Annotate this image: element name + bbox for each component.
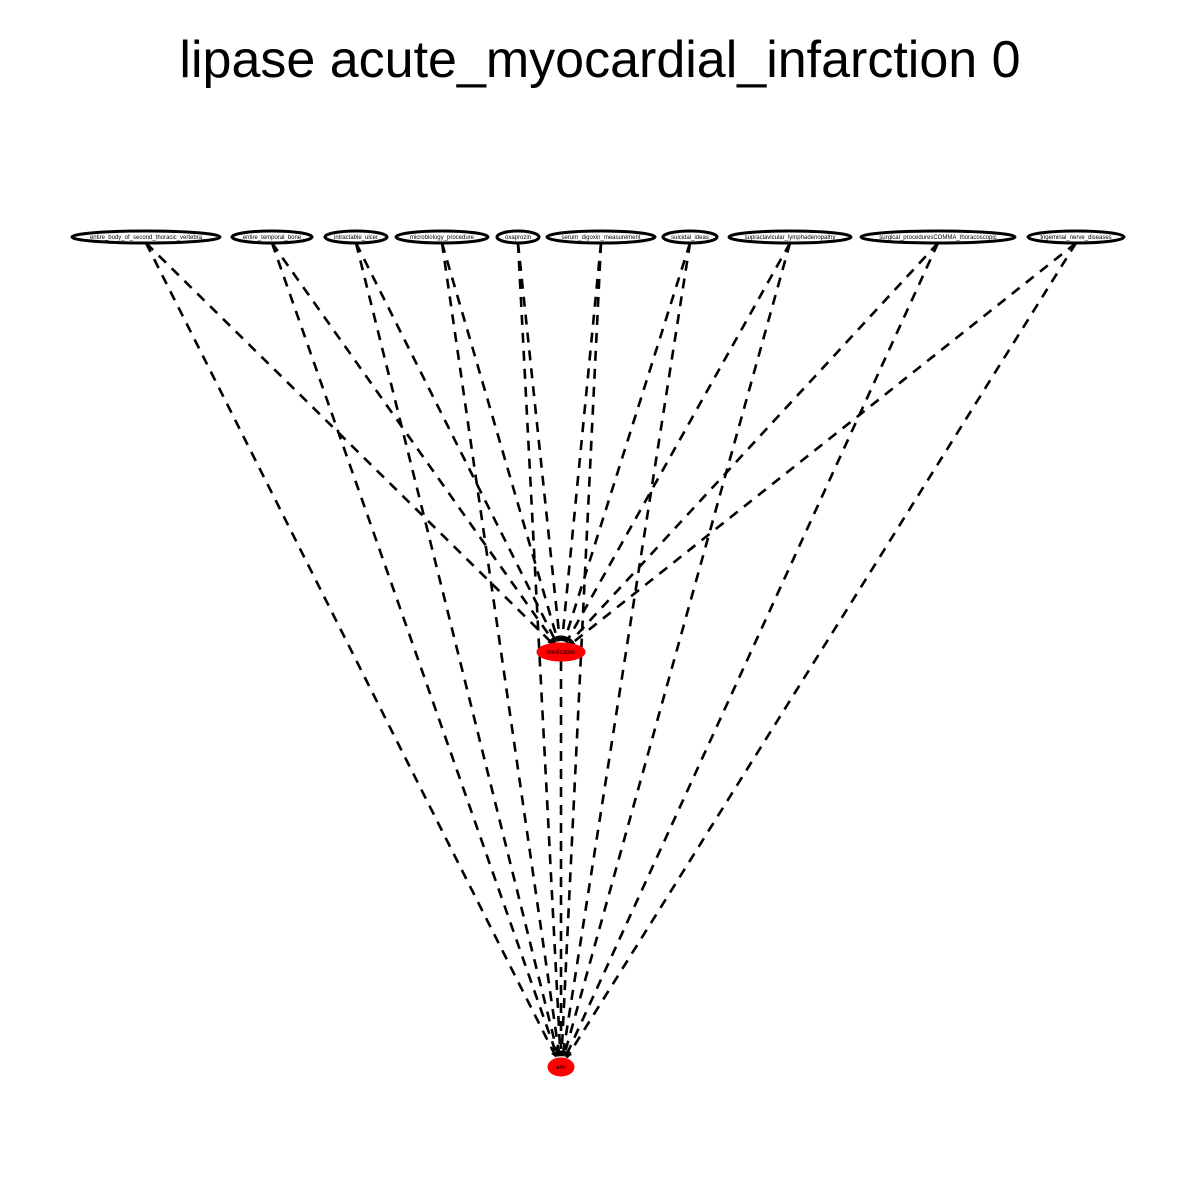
node-trigeminal-nerve-diseases: trigeminal_nerve_diseases — [1026, 229, 1126, 245]
node-label: microbiology_procedure — [410, 235, 475, 241]
edge-n9-to-ami — [564, 242, 940, 1058]
edge-n6-to-ami — [558, 242, 603, 1057]
node-supraclavicular-lymphadenopathy: supraclavicular_lymphadenopathy — [727, 229, 853, 245]
node-label: ami — [556, 1065, 566, 1071]
edge-n1-to-ami — [144, 242, 558, 1058]
node-ellipse — [547, 1057, 575, 1077]
edge-n4-to-med — [440, 242, 560, 643]
node-intractable-ulcer: intractable_ulcer — [323, 229, 389, 245]
edge-n9-to-med — [567, 242, 939, 645]
edge-n8-to-ami — [562, 242, 792, 1057]
edge-n2-to-med — [270, 242, 556, 644]
edge-n3-to-ami — [354, 242, 560, 1057]
edge-n10-to-med — [568, 241, 1077, 647]
node-ellipse — [70, 229, 222, 245]
edge-n8-to-med — [565, 242, 792, 644]
node-ellipse — [495, 229, 541, 245]
edges-layer — [144, 241, 1078, 1059]
edge-n5-to-med — [516, 242, 563, 642]
node-entire-body-of-second-thoracic-vertebra: entire_body_of_second_thoracic_vertebra — [70, 229, 222, 245]
node-ellipse — [230, 229, 314, 245]
page-title: lipase acute_myocardial_infarction 0 — [179, 31, 1021, 89]
node-label: surgical_proceduresCOMMA_thoracoscopic — [879, 235, 996, 241]
edge-n3-to-med — [354, 242, 558, 643]
node-suicidal-ideas: suicidal_ideas — [661, 229, 719, 245]
node-serum-digoxin-measurement: serum_digoxin_measurement — [545, 229, 657, 245]
node-label: intractable_ulcer — [334, 235, 378, 241]
node-label: entire_temporal_bone — [243, 235, 302, 241]
node-label: suicidal_ideas — [671, 235, 709, 241]
node-ellipse — [536, 642, 586, 662]
node-label: medication — [546, 650, 575, 656]
edge-n7-to-med — [563, 242, 692, 643]
node-ellipse — [661, 229, 719, 245]
edge-n6-to-med — [559, 242, 603, 642]
edge-n7-to-ami — [560, 242, 692, 1057]
edge-n5-to-ami — [516, 242, 564, 1057]
node-ellipse — [545, 229, 657, 245]
edge-n4-to-ami — [440, 242, 562, 1057]
node-ami: ami — [547, 1057, 575, 1077]
node-ellipse — [859, 229, 1017, 245]
node-ellipse — [323, 229, 389, 245]
node-entire-temporal-bone: entire_temporal_bone — [230, 229, 314, 245]
node-oxaprozin: oxaprozin — [495, 229, 541, 245]
edge-n2-to-ami — [270, 242, 559, 1058]
edge-n10-to-ami — [565, 242, 1078, 1059]
node-ellipse — [394, 229, 490, 245]
node-medication: medication — [536, 642, 586, 662]
node-label: supraclavicular_lymphadenopathy — [745, 235, 836, 241]
node-ellipse — [1026, 229, 1126, 245]
node-microbiology-procedure: microbiology_procedure — [394, 229, 490, 245]
node-label: serum_digoxin_measurement — [561, 235, 640, 241]
nodes-layer: entire_body_of_second_thoracic_vertebra e… — [70, 229, 1126, 1077]
node-label: trigeminal_nerve_diseases — [1040, 235, 1111, 241]
node-label: entire_body_of_second_thoracic_vertebra — [90, 235, 203, 241]
node-label: oxaprozin — [505, 235, 531, 241]
node-ellipse — [727, 229, 853, 245]
node-surgical-procedurescomma-thoracoscopic: surgical_proceduresCOMMA_thoracoscopic — [859, 229, 1017, 245]
edge-n1-to-med — [145, 242, 555, 646]
